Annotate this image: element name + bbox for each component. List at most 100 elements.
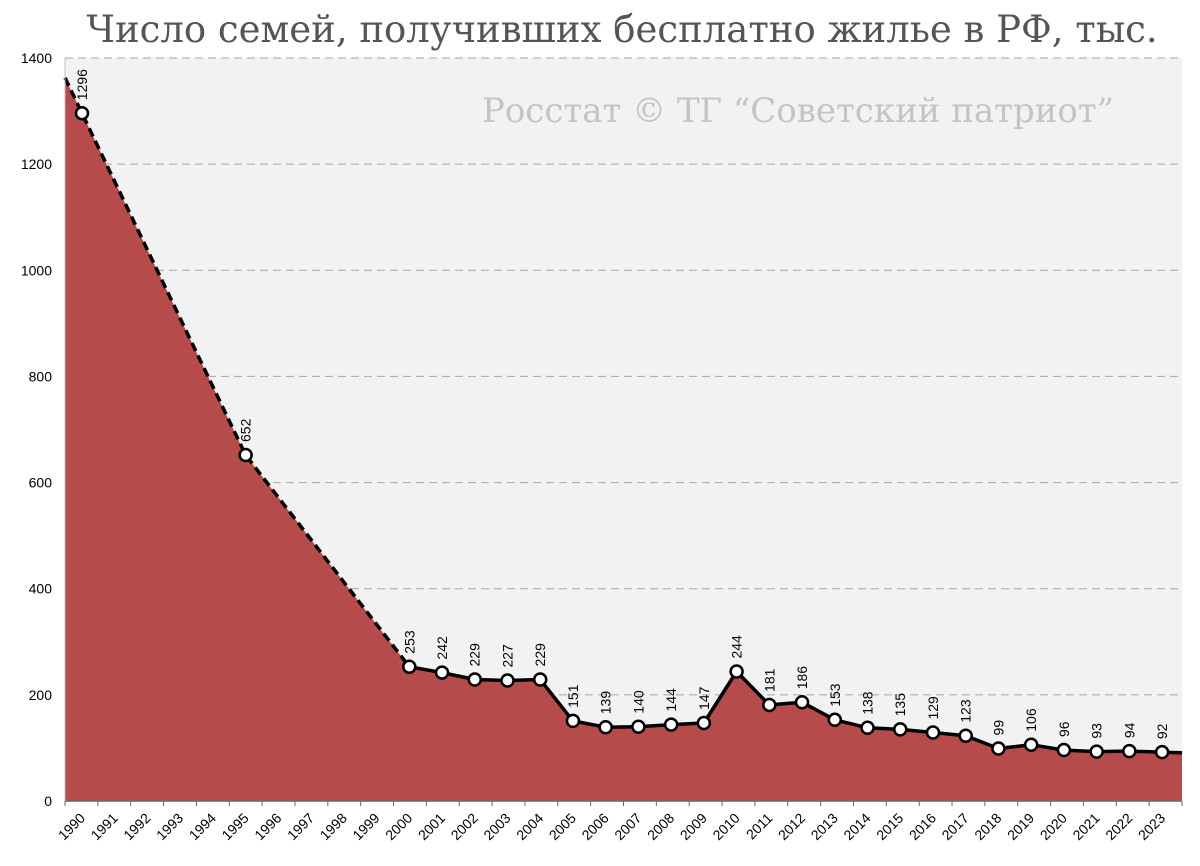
data-point bbox=[794, 695, 810, 710]
data-point bbox=[500, 673, 515, 688]
data-label: 92 bbox=[1154, 723, 1170, 739]
y-tick-label: 1200 bbox=[21, 156, 52, 172]
data-label: 123 bbox=[958, 699, 974, 723]
data-point bbox=[762, 697, 777, 713]
y-tick-label: 200 bbox=[29, 687, 53, 703]
data-point bbox=[434, 665, 450, 680]
x-tick-label: 2003 bbox=[480, 810, 513, 843]
data-point bbox=[925, 725, 941, 740]
series-line-dashed bbox=[63, 76, 411, 668]
data-label: 153 bbox=[827, 683, 843, 707]
data-label: 135 bbox=[892, 693, 908, 717]
data-label: 1296 bbox=[74, 69, 90, 100]
data-point bbox=[565, 713, 581, 729]
y-tick-label: 800 bbox=[29, 368, 53, 384]
x-tick-label: 1997 bbox=[284, 810, 317, 843]
data-label: 244 bbox=[729, 635, 745, 659]
data-label: 93 bbox=[1089, 723, 1105, 739]
x-tick-label: 2020 bbox=[1037, 810, 1070, 843]
x-axis-ticks: 1990 1991 1992 1993 1994 1995 1996 1997 1998 1999… bbox=[55, 801, 1183, 843]
x-tick-label: 2013 bbox=[808, 810, 841, 843]
x-tick-label: 2002 bbox=[448, 810, 481, 843]
x-tick-label: 2006 bbox=[578, 810, 611, 843]
data-label: 229 bbox=[532, 643, 548, 667]
x-tick-label: 2004 bbox=[513, 810, 546, 843]
data-label: 186 bbox=[794, 666, 810, 690]
data-label: 139 bbox=[598, 691, 614, 715]
data-label: 242 bbox=[434, 636, 450, 660]
data-label: 99 bbox=[990, 720, 1006, 736]
data-point bbox=[696, 715, 712, 731]
data-labels: 1296 652 253 242 229 227 229 151 139 140 144 147 244… bbox=[74, 69, 1170, 739]
data-point bbox=[74, 105, 90, 121]
watermark: Росстат © ТГ “Советский патриот” bbox=[482, 91, 1114, 131]
x-tick-label: 1995 bbox=[218, 810, 251, 843]
data-label: 253 bbox=[401, 630, 417, 654]
data-point bbox=[893, 722, 908, 737]
data-label: 227 bbox=[499, 644, 515, 668]
y-axis-ticks: 0 200 400 600 800 1000 1200 1400 bbox=[21, 50, 52, 809]
x-tick-label: 2009 bbox=[677, 810, 710, 843]
data-point bbox=[1154, 744, 1170, 760]
x-tick-label: 2018 bbox=[971, 810, 1004, 843]
area-fill bbox=[65, 77, 1182, 801]
x-tick-label: 2022 bbox=[1102, 810, 1135, 843]
data-point bbox=[991, 741, 1006, 756]
x-tick-label: 2005 bbox=[546, 810, 579, 843]
x-tick-label: 2015 bbox=[873, 810, 906, 843]
x-tick-label: 1994 bbox=[186, 810, 219, 843]
data-label: 138 bbox=[860, 691, 876, 715]
data-point bbox=[631, 719, 646, 734]
x-tick-label: 1992 bbox=[120, 810, 153, 843]
data-label: 652 bbox=[238, 418, 254, 442]
data-point bbox=[1023, 737, 1039, 752]
x-tick-label: 1990 bbox=[55, 810, 88, 843]
y-tick-label: 0 bbox=[44, 793, 52, 809]
x-tick-label: 2007 bbox=[611, 810, 644, 843]
data-point bbox=[1056, 742, 1072, 758]
x-tick-label: 2010 bbox=[709, 810, 742, 843]
data-label: 144 bbox=[663, 688, 679, 712]
data-label: 94 bbox=[1121, 722, 1137, 738]
data-label: 106 bbox=[1023, 708, 1039, 732]
x-tick-label: 2016 bbox=[906, 810, 939, 843]
data-point bbox=[532, 672, 548, 687]
x-tick-label: 2021 bbox=[1069, 810, 1102, 843]
x-tick-label: 2000 bbox=[382, 810, 415, 843]
x-tick-label: 2012 bbox=[775, 810, 808, 843]
x-tick-label: 2008 bbox=[644, 810, 677, 843]
data-label: 129 bbox=[925, 696, 941, 720]
chart-title: Число семей, получивших бесплатно жилье … bbox=[86, 8, 1157, 51]
x-tick-label: 2001 bbox=[415, 810, 448, 843]
data-label: 147 bbox=[696, 686, 712, 710]
x-tick-label: 1991 bbox=[88, 810, 121, 843]
data-point bbox=[663, 717, 679, 732]
y-tick-label: 1400 bbox=[21, 50, 52, 66]
data-point bbox=[402, 659, 417, 674]
data-point bbox=[1089, 744, 1104, 759]
data-point bbox=[958, 728, 973, 743]
x-tick-label: 1996 bbox=[251, 810, 284, 843]
x-tick-label: 1999 bbox=[349, 810, 382, 843]
data-points bbox=[74, 105, 1170, 760]
x-tick-label: 2023 bbox=[1135, 810, 1168, 843]
x-tick-label: 1993 bbox=[153, 810, 186, 843]
x-tick-label: 2011 bbox=[743, 810, 776, 843]
x-tick-label: 2019 bbox=[1004, 810, 1037, 843]
data-point bbox=[729, 664, 744, 679]
data-label: 96 bbox=[1056, 721, 1072, 737]
data-point bbox=[238, 447, 253, 463]
data-point bbox=[598, 719, 613, 735]
x-tick-label: 1998 bbox=[317, 810, 350, 843]
x-tick-label: 2014 bbox=[840, 810, 873, 843]
data-label: 229 bbox=[467, 643, 483, 667]
x-tick-label: 2017 bbox=[938, 810, 971, 843]
data-label: 140 bbox=[630, 690, 646, 714]
data-point bbox=[860, 720, 875, 736]
y-tick-label: 400 bbox=[29, 581, 53, 597]
data-point bbox=[827, 712, 843, 728]
data-point bbox=[467, 672, 483, 687]
data-label: 181 bbox=[761, 668, 777, 692]
data-label: 151 bbox=[565, 684, 581, 708]
